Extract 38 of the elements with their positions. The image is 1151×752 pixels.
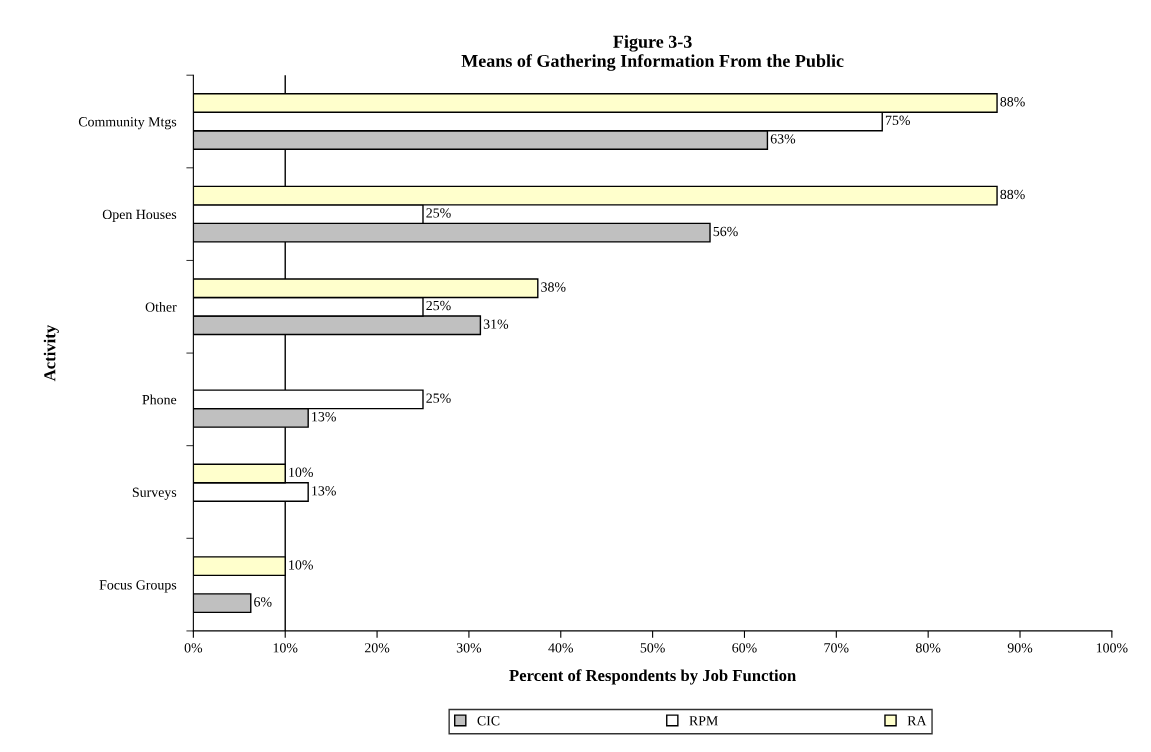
x-tick-label: 0% xyxy=(184,643,203,653)
y-tick-label: Community Mtgs xyxy=(78,117,177,130)
x-tick-label: 90% xyxy=(1007,643,1033,653)
y-tick-label: Focus Groups xyxy=(99,580,177,593)
data-label: 13% xyxy=(312,412,336,422)
data-label: 63% xyxy=(770,134,796,144)
data-label: 25% xyxy=(426,300,451,311)
data-label: 10% xyxy=(289,467,313,477)
y-tick-label: Open Houses xyxy=(102,209,177,222)
y-axis-title: Activity xyxy=(43,324,59,382)
y-tick-label: Phone xyxy=(142,394,177,405)
data-label: 25% xyxy=(426,208,451,218)
x-tick-label: 30% xyxy=(456,643,482,653)
x-tick-label: 70% xyxy=(824,643,849,653)
legend-label: RA xyxy=(907,716,927,726)
data-label: 25% xyxy=(426,393,451,403)
data-label: 31% xyxy=(483,319,509,329)
data-label: 56% xyxy=(713,226,738,237)
data-label: 10% xyxy=(289,560,313,570)
x-tick-label: 40% xyxy=(548,643,574,653)
chart-title: Figure 3-3 Means of Gathering Information From the Public xyxy=(461,35,844,71)
data-label: 88% xyxy=(1000,189,1025,200)
data-label: 13% xyxy=(312,486,336,496)
data-label: 75% xyxy=(885,115,910,126)
x-tick-label: 50% xyxy=(640,643,665,653)
x-tick-label: 80% xyxy=(915,643,941,653)
data-label: 88% xyxy=(1000,97,1025,107)
x-tick-label: 20% xyxy=(364,643,390,653)
x-axis-title: Percent of Respondents by Job Function xyxy=(509,669,796,685)
x-tick-label: 60% xyxy=(732,643,757,653)
legend-label: RPM xyxy=(689,716,718,726)
x-tick-label: 10% xyxy=(273,643,298,653)
x-tick-label: 100% xyxy=(1096,643,1128,653)
y-tick-label: Surveys xyxy=(132,487,177,500)
data-label: 6% xyxy=(254,597,272,607)
legend-label: CIC xyxy=(477,716,500,726)
y-tick-label: Other xyxy=(145,301,177,312)
data-label: 38% xyxy=(541,282,566,292)
